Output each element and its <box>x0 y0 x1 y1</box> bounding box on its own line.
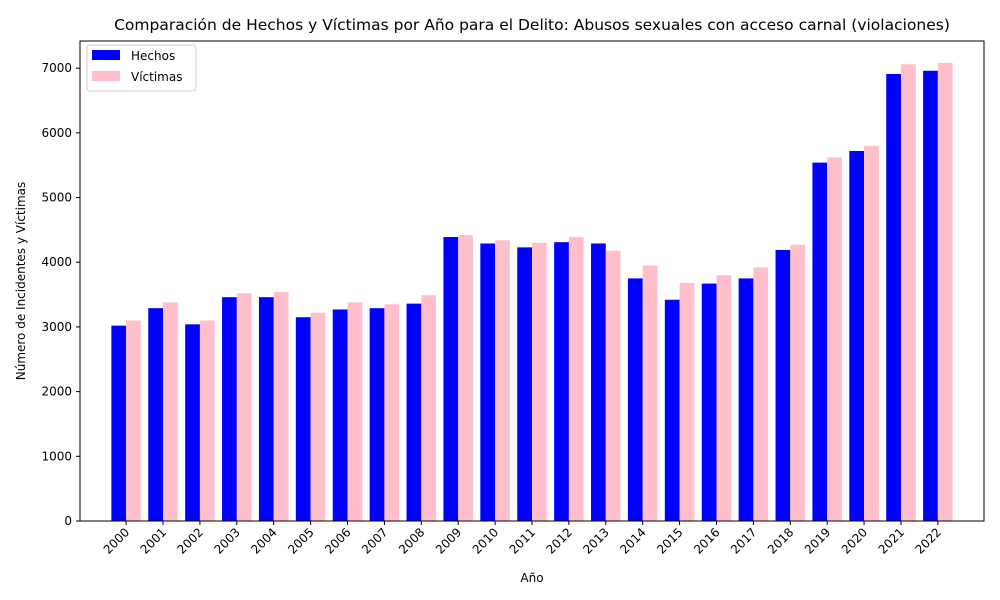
x-tick-label-2004: 2004 <box>248 525 279 556</box>
bar-vctimas-2005 <box>310 312 326 521</box>
x-tick-label-2008: 2008 <box>396 525 427 556</box>
x-tick-label-2002: 2002 <box>175 525 206 556</box>
y-axis-label: Número de Incidentes y Víctimas <box>14 182 28 381</box>
x-axis-label: Año <box>520 571 543 585</box>
bar-hechos-2003 <box>222 297 237 521</box>
y-tick-label: 6000 <box>41 126 72 140</box>
x-tick-label-2022: 2022 <box>912 525 943 556</box>
x-tick-label-2005: 2005 <box>285 525 316 556</box>
bar-hechos-2018 <box>775 249 791 521</box>
x-tick-label-2018: 2018 <box>765 525 796 556</box>
x-tick-label-2016: 2016 <box>691 525 722 556</box>
bar-vctimas-2007 <box>384 304 400 521</box>
bar-vctimas-2018 <box>790 244 806 521</box>
legend-label: Víctimas <box>131 70 182 84</box>
bar-hechos-2000 <box>111 325 127 521</box>
x-tick-label-2007: 2007 <box>359 525 390 556</box>
bar-hechos-2010 <box>480 243 496 522</box>
y-tick-label: 2000 <box>41 385 72 399</box>
bar-vctimas-2006 <box>347 302 363 521</box>
y-tick-label: 3000 <box>41 320 72 334</box>
bar-hechos-2006 <box>332 309 348 521</box>
x-tick-label-2011: 2011 <box>507 525 538 556</box>
y-axis: 0 1000 2000 3000 4000 5000 6000 7000 <box>41 61 80 528</box>
bar-vctimas-2015 <box>679 282 695 521</box>
x-tick-label-2000: 2000 <box>101 525 132 556</box>
bar-hechos-2009 <box>443 237 459 521</box>
bar-hechos-2021 <box>886 73 901 522</box>
bar-vctimas-2019 <box>827 157 842 521</box>
x-tick-label-2015: 2015 <box>654 525 685 556</box>
bar-vctimas-2003 <box>236 293 252 521</box>
x-tick-label-2012: 2012 <box>544 525 575 556</box>
y-tick-label: 5000 <box>41 191 72 205</box>
bar-vctimas-2014 <box>642 265 658 521</box>
bar-hechos-2019 <box>812 162 828 521</box>
plot-frame <box>79 40 985 522</box>
bars-group <box>111 62 953 522</box>
bar-vctimas-2021 <box>900 64 916 521</box>
x-tick-label-2017: 2017 <box>728 525 759 556</box>
bar-hechos-2012 <box>554 242 569 521</box>
x-tick-label-2019: 2019 <box>802 525 833 556</box>
bar-hechos-2013 <box>591 243 606 522</box>
bar-vctimas-2009 <box>458 235 473 521</box>
bar-vctimas-2013 <box>605 250 621 521</box>
x-tick-label-2014: 2014 <box>617 525 648 556</box>
legend-swatch <box>92 71 120 81</box>
bar-hechos-2001 <box>148 308 164 521</box>
x-tick-label-2006: 2006 <box>322 525 353 556</box>
x-tick-label-2003: 2003 <box>211 525 242 556</box>
x-tick-label-2021: 2021 <box>876 525 907 556</box>
bar-vctimas-2012 <box>568 237 584 521</box>
x-axis: 2000 2001 2002 2003 2004 2005 2006 2007 2008 2009… <box>101 521 944 557</box>
legend-swatch <box>92 50 120 60</box>
bar-vctimas-2002 <box>199 320 215 521</box>
x-tick-label-2010: 2010 <box>470 525 501 556</box>
bar-vctimas-2011 <box>532 242 547 521</box>
y-tick-label: 4000 <box>41 255 72 269</box>
x-tick-label-2020: 2020 <box>839 525 870 556</box>
x-tick-label-2001: 2001 <box>138 525 169 556</box>
y-tick-label: 0 <box>64 514 72 528</box>
bar-hechos-2016 <box>701 283 717 521</box>
bar-hechos-2008 <box>406 303 422 521</box>
chart-title: Comparación de Hechos y Víctimas por Año… <box>114 16 950 34</box>
legend: Hechos Víctimas <box>86 44 197 92</box>
bar-hechos-2017 <box>738 278 754 521</box>
bar-hechos-2005 <box>295 317 311 521</box>
bar-hechos-2014 <box>627 278 643 521</box>
bar-vctimas-2004 <box>273 292 289 521</box>
bar-hechos-2007 <box>369 308 385 521</box>
legend-label: Hechos <box>131 49 175 63</box>
bar-vctimas-2016 <box>716 275 732 521</box>
bar-vctimas-2010 <box>495 240 510 521</box>
x-tick-label-2013: 2013 <box>580 525 611 556</box>
bar-vctimas-2008 <box>421 295 437 521</box>
bar-hechos-2020 <box>849 150 865 521</box>
bar-hechos-2002 <box>185 324 200 521</box>
bar-vctimas-2001 <box>163 302 178 521</box>
bar-vctimas-2017 <box>753 267 769 521</box>
x-tick-label-2009: 2009 <box>433 525 464 556</box>
y-tick-label: 1000 <box>41 449 72 463</box>
bar-hechos-2022 <box>923 70 938 521</box>
bar-vctimas-2020 <box>864 145 879 522</box>
bar-hechos-2011 <box>517 247 532 522</box>
bar-hechos-2015 <box>664 299 680 521</box>
bar-vctimas-2000 <box>126 320 141 521</box>
bar-vctimas-2022 <box>937 62 953 522</box>
bar-hechos-2004 <box>258 297 274 521</box>
y-tick-label: 7000 <box>41 61 72 75</box>
